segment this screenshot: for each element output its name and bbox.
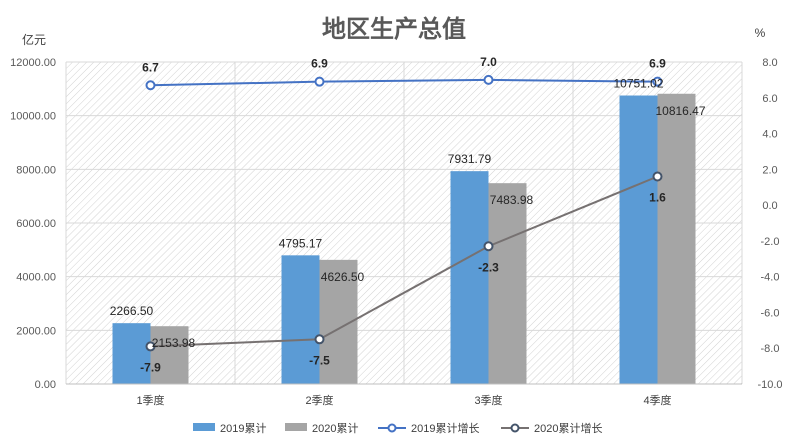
legend-label: 2019累计增长 — [411, 421, 479, 435]
bar-2019累计 — [450, 171, 489, 384]
left-tick-label: 10000.00 — [10, 111, 56, 123]
right-tick-label: -4.0 — [761, 272, 780, 284]
bar-data-label: 4795.17 — [279, 236, 323, 250]
left-tick-label: 6000.00 — [16, 218, 56, 230]
bar-data-label: 2266.50 — [110, 304, 154, 318]
line-data-label: -7.9 — [140, 360, 161, 374]
bar-data-label: 10751.02 — [613, 77, 663, 91]
bar-2020累计 — [488, 183, 527, 384]
line-point — [145, 80, 156, 91]
right-tick-label: 6.0 — [762, 93, 777, 105]
bar-2020累计 — [150, 326, 189, 384]
line-data-label: 6.9 — [649, 57, 666, 71]
line-data-label: -7.5 — [309, 353, 330, 367]
left-tick-label: 4000.00 — [16, 272, 56, 284]
legend-swatch — [285, 423, 307, 431]
line-data-label: 6.9 — [311, 57, 328, 71]
category-label: 3季度 — [474, 393, 502, 407]
right-axis-unit: % — [755, 26, 766, 40]
left-tick-label: 12000.00 — [10, 57, 56, 69]
right-tick-label: 8.0 — [762, 57, 777, 69]
line-data-label: 7.0 — [480, 55, 497, 69]
line-point — [314, 76, 325, 87]
left-tick-label: 8000.00 — [16, 164, 56, 176]
category-label: 1季度 — [136, 393, 164, 407]
line-point — [145, 341, 156, 352]
line-point — [652, 171, 663, 182]
bar-data-label: 7483.98 — [490, 193, 534, 207]
line-data-label: -2.3 — [478, 260, 499, 274]
right-tick-label: -10.0 — [757, 379, 782, 391]
line-data-label: 6.7 — [142, 60, 159, 74]
chart-title: 地区生产总值 — [322, 15, 466, 43]
bar-data-label: 10816.47 — [655, 104, 705, 118]
line-point — [652, 76, 663, 87]
legend-marker — [510, 423, 520, 433]
right-tick-label: -2.0 — [761, 236, 780, 248]
right-tick-label: 2.0 — [762, 164, 777, 176]
bar-2019累计 — [619, 95, 658, 385]
line-point — [314, 334, 325, 345]
bar-data-label: 7931.79 — [448, 152, 492, 166]
line-2019累计增长 — [150, 78, 658, 87]
grid-layer — [65, 61, 743, 385]
category-label: 2季度 — [305, 393, 333, 407]
bar-data-label: 4626.50 — [321, 270, 365, 284]
legend: 2019累计 2020累计 2019累计增长 2020累计增长 — [193, 421, 602, 435]
right-tick-label: 4.0 — [762, 129, 777, 141]
line-point — [483, 241, 494, 252]
right-tick-label: 0.0 — [762, 200, 777, 212]
line-layer — [145, 74, 663, 352]
line-data-label: 1.6 — [649, 190, 666, 204]
axis-layer: 0.00 2000.00 4000.00 6000.00 8000.00 10000.00… — [10, 57, 782, 407]
line-point — [483, 74, 494, 85]
right-tick-label: -8.0 — [761, 343, 780, 355]
left-axis-unit: 亿元 — [22, 32, 46, 47]
bar-layer — [112, 93, 696, 385]
bar-2019累计 — [112, 323, 151, 384]
left-tick-label: 0.00 — [35, 379, 56, 391]
line-2020累计增长 — [150, 175, 658, 348]
legend-swatch — [193, 423, 215, 431]
category-label: 4季度 — [643, 393, 671, 407]
legend-label: 2019累计 — [220, 422, 266, 435]
label-layer: 2266.50 4795.17 7931.79 10751.02 2153.98 4626… — [110, 55, 706, 375]
bar-2020累计 — [657, 93, 696, 384]
bar-data-label: 2153.98 — [152, 336, 196, 350]
legend-marker — [387, 423, 397, 433]
left-tick-label: 2000.00 — [16, 325, 56, 337]
legend-label: 2020累计 — [312, 422, 358, 435]
legend-label: 2020累计增长 — [534, 421, 602, 435]
bar-2019累计 — [281, 255, 320, 384]
right-tick-label: -6.0 — [761, 307, 780, 319]
